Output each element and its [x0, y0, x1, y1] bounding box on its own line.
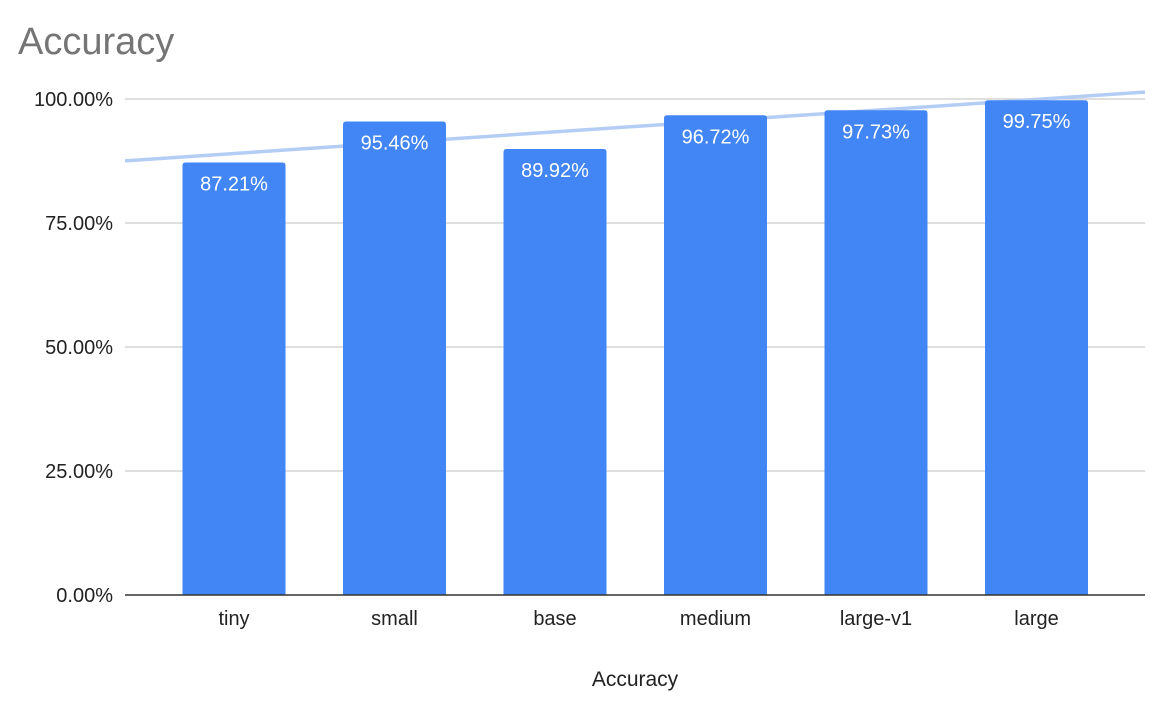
- x-tick-label: large: [1014, 608, 1058, 630]
- data-labels: 87.21% 95.46% 89.92% 96.72% 97.73% 99.75%: [200, 111, 1071, 195]
- trendline-layer: [124, 90, 1146, 163]
- y-axis-tick-labels: 0.00% 25.00% 50.00% 75.00% 100.00%: [34, 89, 113, 607]
- y-tick-label: 50.00%: [45, 337, 113, 359]
- bar: [664, 115, 767, 595]
- chart-title: Accuracy: [18, 21, 174, 63]
- x-axis-tick-labels: tiny small base medium large-v1 large: [218, 608, 1058, 630]
- bar: [985, 100, 1088, 596]
- gridlines: [125, 98, 1145, 472]
- x-tick-label: tiny: [218, 608, 249, 630]
- x-tick-label: medium: [680, 608, 751, 630]
- data-label: 89.92%: [521, 160, 589, 182]
- y-tick-label: 0.00%: [56, 585, 113, 607]
- y-tick-label: 25.00%: [45, 461, 113, 483]
- data-label: 96.72%: [682, 126, 750, 148]
- bar: [343, 121, 446, 595]
- data-label: 95.46%: [361, 133, 429, 155]
- data-label: 97.73%: [842, 121, 910, 143]
- bar: [503, 148, 607, 595]
- bars: [182, 100, 1088, 596]
- bar: [824, 110, 928, 595]
- y-tick-label: 75.00%: [45, 213, 113, 235]
- x-tick-label: small: [371, 608, 418, 630]
- y-tick-label: 100.00%: [34, 89, 113, 111]
- data-label: 87.21%: [200, 173, 268, 195]
- x-tick-label: base: [533, 608, 576, 630]
- bar: [182, 162, 286, 595]
- x-tick-label: large-v1: [840, 608, 912, 630]
- data-label: 99.75%: [1003, 111, 1071, 133]
- trendline: [124, 90, 1146, 163]
- x-axis-title: Accuracy: [592, 668, 679, 691]
